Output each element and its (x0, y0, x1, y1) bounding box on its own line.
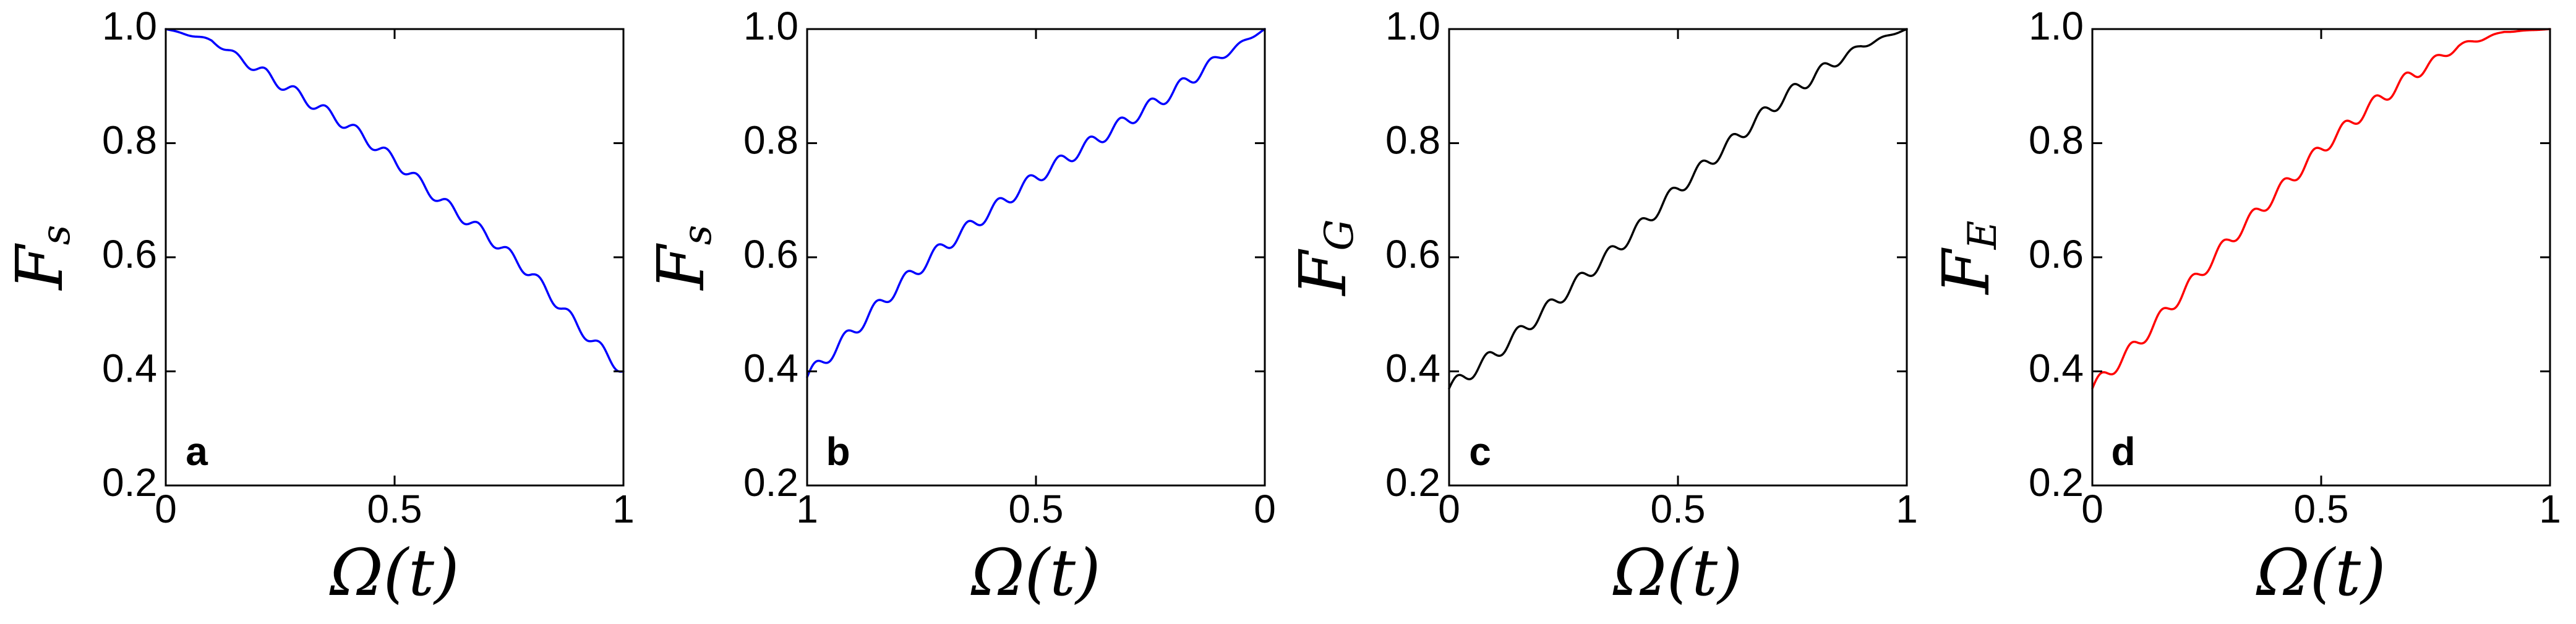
x-axis-label-c: Ω(t) (1612, 535, 1742, 610)
y-tick-label-c-4: 1.0 (1385, 4, 1440, 48)
x-axis-label-b: Ω(t) (970, 535, 1100, 610)
series-line-d-0 (2091, 28, 2551, 390)
x-tick-label-c-2: 1 (1896, 487, 1918, 531)
y-tick-label-a-4: 1.0 (102, 4, 157, 48)
series-line-b-0 (806, 28, 1266, 378)
y-tick-label-a-0: 0.2 (102, 460, 157, 505)
y-tick-label-b-2: 0.6 (743, 232, 798, 276)
x-tick-label-d-1: 0.5 (2294, 487, 2349, 531)
x-tick-label-c-0: 0 (1438, 487, 1460, 531)
y-tick-label-a-2: 0.6 (102, 232, 157, 276)
panel-label-d: d (2111, 429, 2135, 474)
x-tick-label-b-0: 1 (796, 487, 818, 531)
panel-c: 0 0.5 1 0.2 0.4 0.6 0.8 1.0 c Ω(t) FG (1285, 4, 1918, 610)
x-tick-label-a-1: 0.5 (367, 487, 422, 531)
x-tick-label-a-0: 0 (155, 487, 177, 531)
panel-a: 0 0.5 1 0.2 0.4 0.6 0.8 1.0 a Ω(t) Fs (2, 4, 635, 610)
y-tick-label-d-3: 0.8 (2029, 118, 2084, 162)
y-tick-label-d-1: 0.4 (2029, 346, 2084, 390)
panel-label-a: a (186, 429, 208, 474)
y-tick-label-d-2: 0.6 (2029, 232, 2084, 276)
plot-frame-a (165, 28, 625, 487)
panel-b: 1 0.5 0 0.2 0.4 0.6 0.8 1.0 b Ω(t) Fs (643, 4, 1276, 610)
x-tick-label-b-1: 0.5 (1009, 487, 1064, 531)
x-tick-label-c-1: 0.5 (1651, 487, 1706, 531)
y-tick-label-b-3: 0.8 (743, 118, 798, 162)
y-tick-label-c-2: 0.6 (1385, 232, 1440, 276)
y-tick-label-d-0: 0.2 (2029, 460, 2084, 505)
x-tick-label-d-2: 1 (2539, 487, 2561, 531)
y-axis-label-d: FE (1928, 221, 2005, 296)
y-axis-label-a: Fs (2, 224, 79, 291)
plot-frame-d (2091, 28, 2551, 487)
x-tick-label-a-2: 1 (612, 487, 635, 531)
x-axis-label-d: Ω(t) (2255, 535, 2386, 610)
y-tick-label-b-0: 0.2 (743, 460, 798, 505)
y-tick-label-c-3: 0.8 (1385, 118, 1440, 162)
x-tick-label-d-0: 0 (2081, 487, 2103, 531)
y-tick-label-d-4: 1.0 (2029, 4, 2084, 48)
series-line-c-0 (1448, 28, 1908, 390)
y-tick-label-c-1: 0.4 (1385, 346, 1440, 390)
plot-frame-c (1448, 28, 1908, 487)
panel-d: 0 0.5 1 0.2 0.4 0.6 0.8 1.0 d Ω(t) FE (1928, 4, 2561, 610)
y-tick-label-a-1: 0.4 (102, 346, 157, 390)
y-tick-label-c-0: 0.2 (1385, 460, 1440, 505)
plot-frame-b (806, 28, 1266, 487)
panel-label-b: b (826, 429, 850, 474)
series-line-a-0 (165, 28, 625, 373)
y-axis-label-b: Fs (643, 224, 720, 291)
x-axis-label-a: Ω(t) (328, 535, 459, 610)
panel-label-c: c (1469, 429, 1491, 474)
x-tick-label-b-2: 0 (1254, 487, 1276, 531)
y-tick-label-b-4: 1.0 (743, 4, 798, 48)
y-tick-label-b-1: 0.4 (743, 346, 798, 390)
y-tick-label-a-3: 0.8 (102, 118, 157, 162)
y-axis-label-c: FG (1285, 219, 1362, 296)
